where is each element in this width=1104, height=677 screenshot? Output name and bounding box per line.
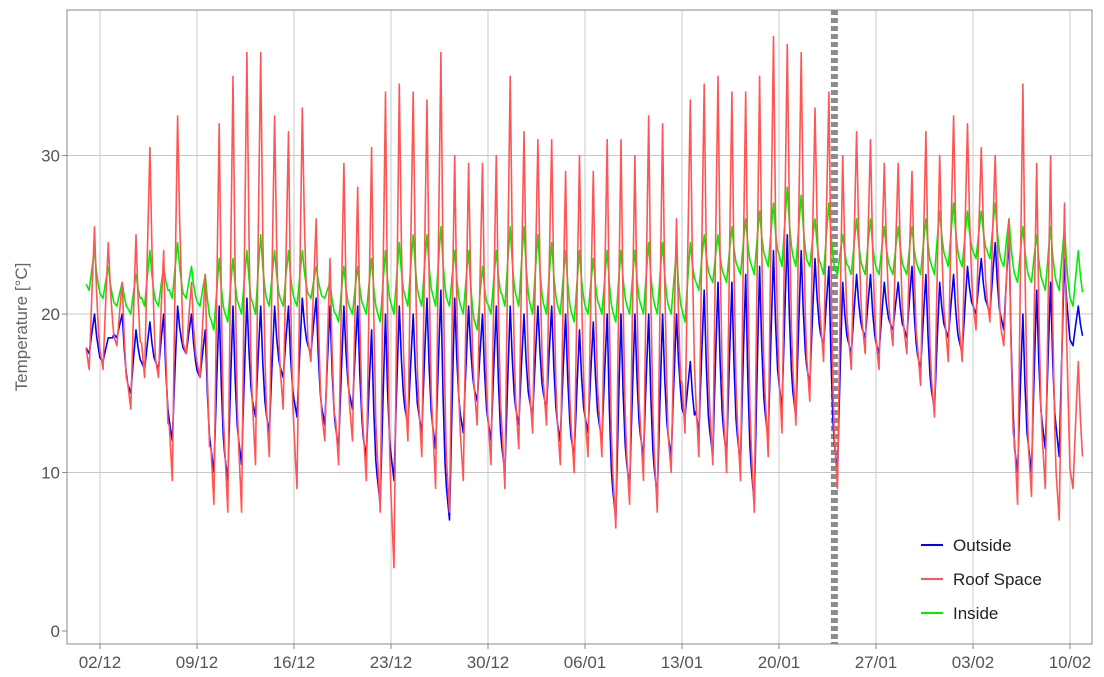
y-tick-label: 0 [51, 622, 60, 641]
y-tick-labels: 0 10 20 30 [41, 147, 67, 641]
x-tick-label: 30/12 [467, 653, 510, 672]
legend: Outside Roof Space Inside [921, 536, 1042, 623]
y-tick-label: 30 [41, 147, 60, 166]
x-tick-label: 02/12 [79, 653, 122, 672]
x-tick-label: 10/02 [1049, 653, 1092, 672]
y-tick-label: 10 [41, 464, 60, 483]
legend-label: Outside [953, 536, 1012, 555]
x-tick-label: 03/02 [952, 653, 995, 672]
x-tick-label: 06/01 [564, 653, 607, 672]
legend-label: Inside [953, 604, 998, 623]
x-tick-label: 09/12 [176, 653, 219, 672]
plot-frame [66, 9, 1093, 645]
x-tick-label: 23/12 [370, 653, 413, 672]
legend-label: Roof Space [953, 570, 1042, 589]
x-tick-label: 27/01 [855, 653, 898, 672]
x-tick-labels: 02/12 09/12 16/12 23/12 30/12 06/01 13/01 20/01… [79, 644, 1092, 672]
x-tick-label: 20/01 [758, 653, 801, 672]
y-axis-title: Temperature [°C] [12, 263, 31, 392]
y-tick-label: 20 [41, 305, 60, 324]
series-line-roof-space [85, 35, 1084, 569]
x-tick-label: 16/12 [273, 653, 316, 672]
x-tick-label: 13/01 [661, 653, 704, 672]
series-lines [85, 35, 1084, 569]
series-line-inside [85, 186, 1084, 331]
